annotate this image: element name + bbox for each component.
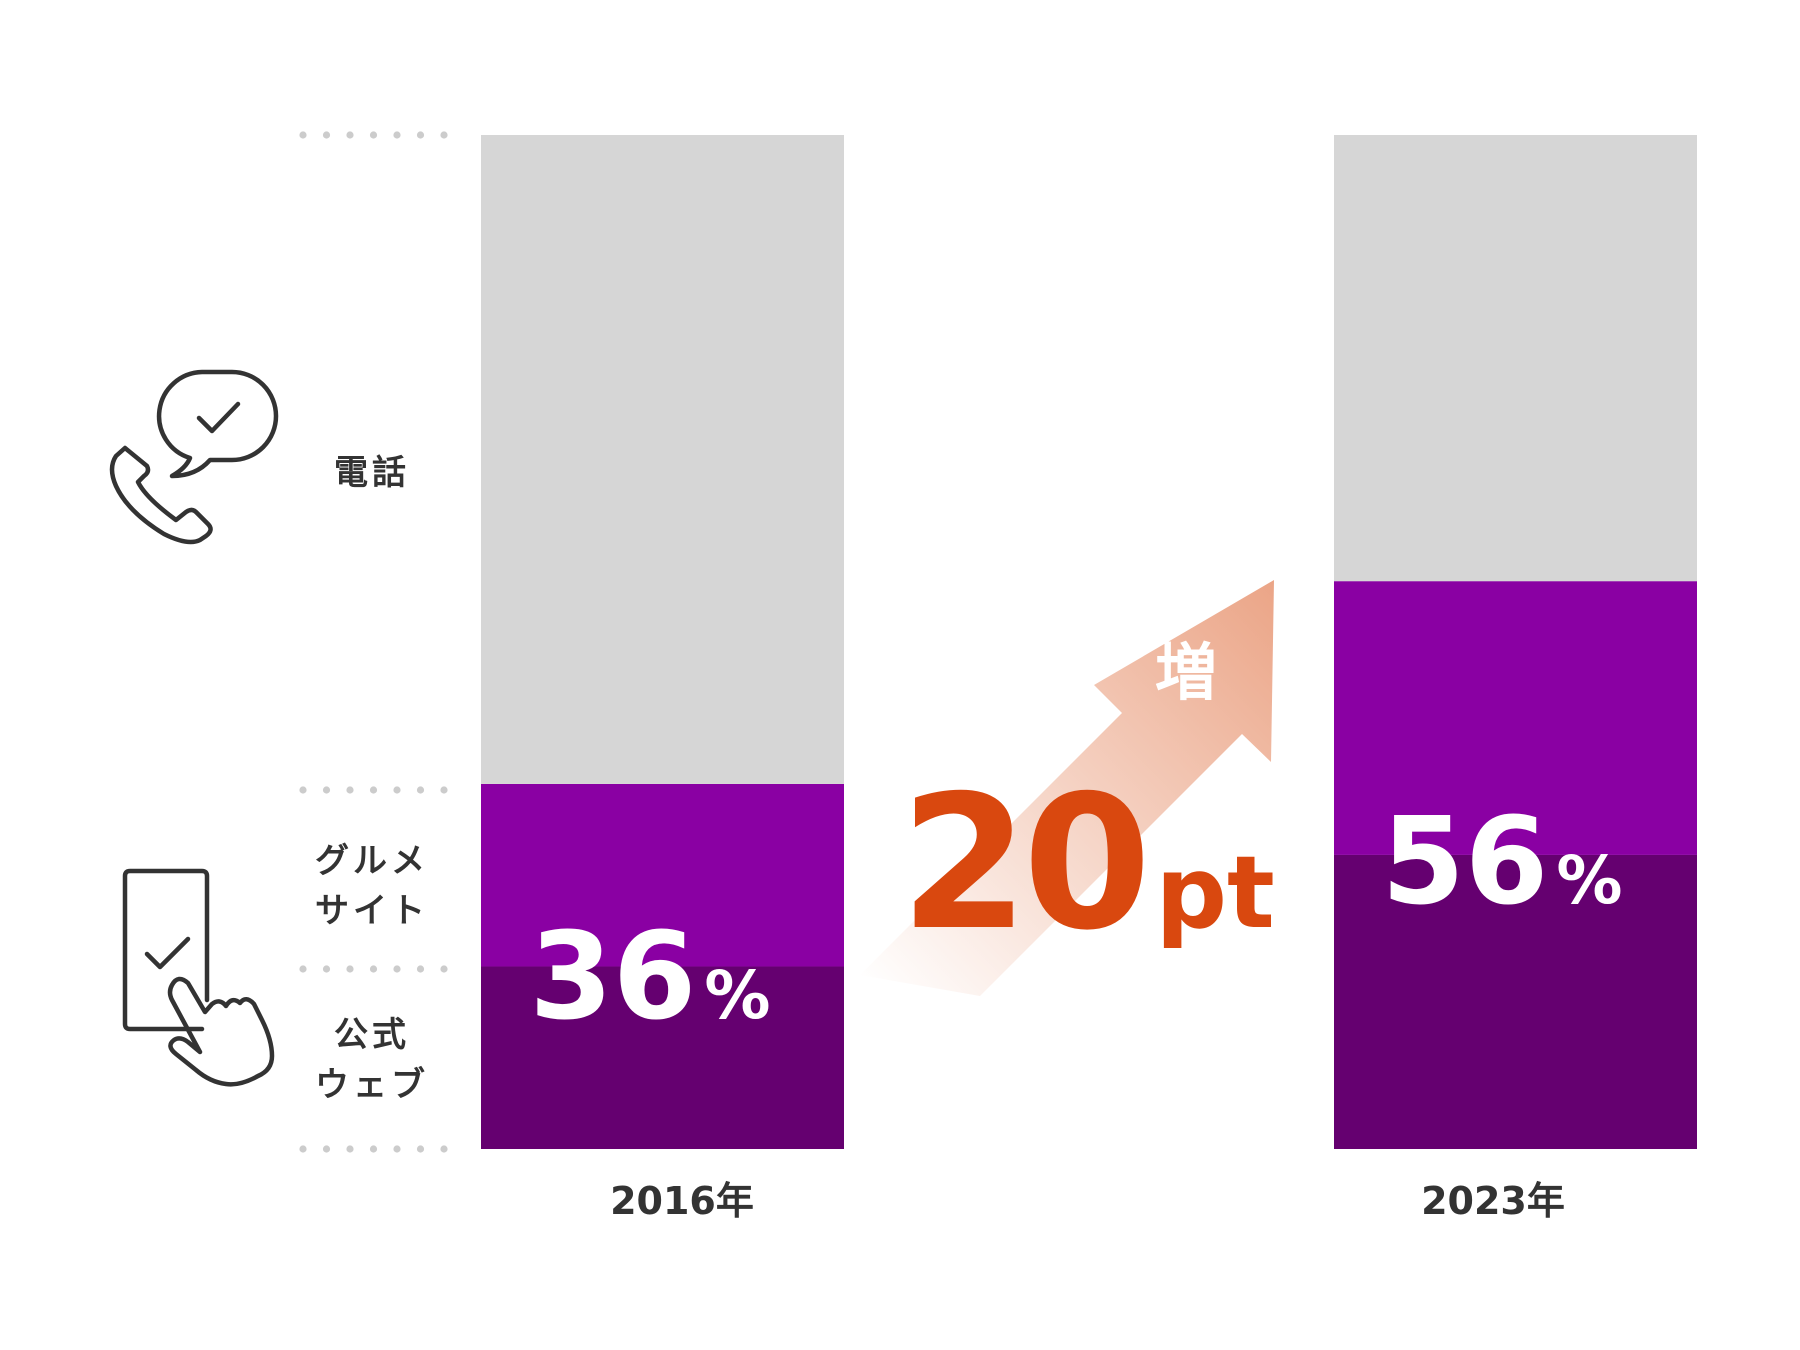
bar-2016-gourmet-site [481, 783, 844, 967]
annotation-note: 増 [1155, 636, 1217, 709]
guide-dot [299, 1145, 307, 1153]
bars [481, 135, 1697, 1149]
row-label-gourmet-line1: グルメ [315, 841, 429, 881]
guide-dot [346, 131, 354, 139]
bar-2023-gourmet-site [1334, 581, 1697, 855]
guide-dot [416, 786, 425, 794]
row-label-phone: 電話 [334, 453, 410, 493]
guide-dot [369, 131, 378, 139]
guide-dot [299, 965, 307, 973]
annotation-value: 20 [900, 755, 1145, 971]
bar-label-2023-percent: % [1556, 842, 1622, 919]
bar-2023-official-web [1334, 854, 1697, 1149]
annotation-value-text: 20 pt [900, 755, 1275, 971]
guide-dot [369, 1145, 378, 1153]
guide-dot [393, 1145, 401, 1153]
bar-label-2023-value: 56 [1381, 793, 1548, 932]
guide-dot [440, 965, 448, 973]
row-label-official-line1: 公式 [334, 1015, 410, 1055]
dotted-guide-top [299, 131, 448, 139]
annotation-unit: pt [1155, 834, 1274, 951]
growth-arrow-shape [860, 580, 1274, 996]
guide-dot [346, 965, 354, 973]
guide-dot [440, 131, 448, 139]
row-label-gourmet-line2: サイト [315, 891, 429, 931]
guide-dot [346, 786, 354, 794]
x-tick-label-2016: 2016年 [610, 1179, 754, 1223]
guide-dot [322, 786, 331, 794]
guide-dot [346, 1145, 354, 1153]
bar-label-2016: 36% [529, 908, 770, 1047]
guide-dot [416, 965, 425, 973]
x-tick-label-2023: 2023年 [1421, 1179, 1565, 1223]
bar-2023-phone [1334, 135, 1697, 582]
guide-dot [393, 965, 401, 973]
bar-label-2016-value: 36 [529, 908, 696, 1047]
row-label-official-line2: ウェブ [315, 1065, 429, 1105]
bar-label-2023: 56% [1381, 793, 1622, 932]
guide-dot [322, 131, 331, 139]
guide-dot [322, 965, 331, 973]
guide-dot [416, 1145, 425, 1153]
bar-2016-official-web [481, 966, 844, 1149]
guide-dot [299, 786, 307, 794]
guide-dot [393, 786, 401, 794]
guide-dot [416, 131, 425, 139]
guide-dot [393, 131, 401, 139]
guide-dot [369, 786, 378, 794]
growth-arrow: 増 [860, 580, 1274, 996]
dotted-guide-mid [299, 786, 448, 973]
guide-dot [299, 131, 307, 139]
guide-dot [440, 1145, 448, 1153]
dotted-guides [299, 131, 448, 1153]
phone-chat-check-icon [109, 369, 279, 545]
smartphone-tap-check-icon [122, 868, 275, 1087]
dotted-guide-bottom [299, 1145, 448, 1153]
guide-dot [322, 1145, 331, 1153]
bar-2016-phone [481, 135, 844, 784]
guide-dot [369, 965, 378, 973]
guide-dot [440, 786, 448, 794]
bar-label-2016-percent: % [704, 957, 770, 1034]
